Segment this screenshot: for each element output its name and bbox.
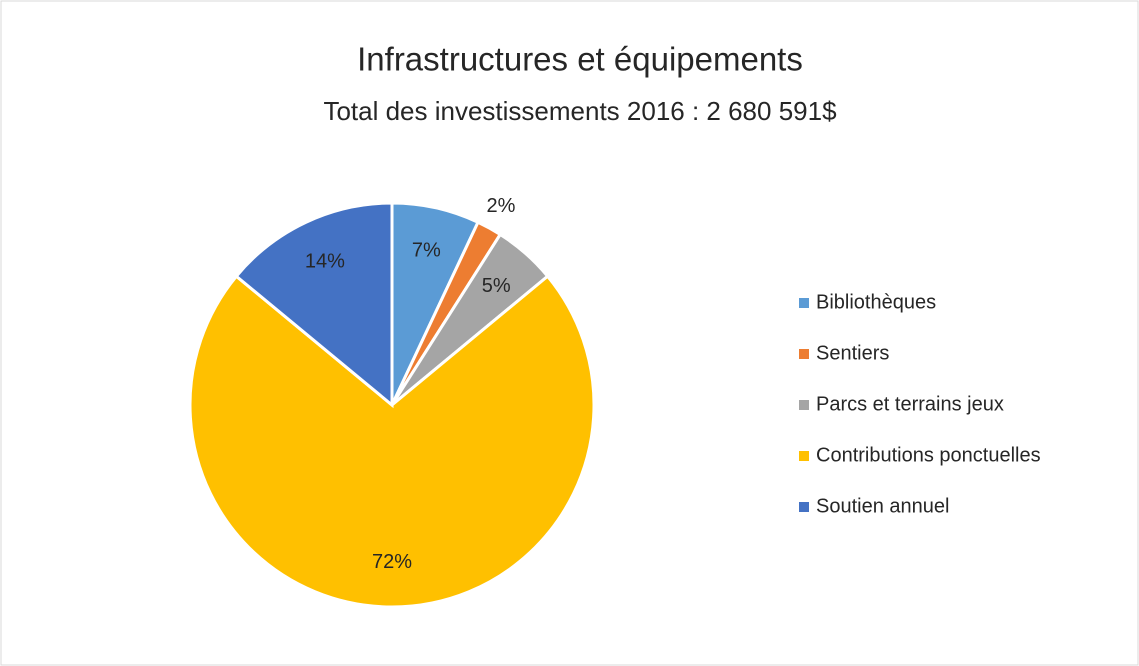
data-label: 7% — [412, 240, 441, 262]
legend-label: Contributions ponctuelles — [816, 444, 1041, 466]
legend-label: Sentiers — [816, 342, 889, 364]
legend-swatch — [799, 502, 809, 512]
data-label: 72% — [372, 551, 412, 573]
chart-subtitle: Total des investissements 2016 : 2 680 5… — [323, 96, 837, 126]
legend-swatch — [799, 400, 809, 410]
data-label: 5% — [482, 275, 511, 297]
legend-label: Bibliothèques — [816, 291, 936, 313]
legend-swatch — [799, 451, 809, 461]
pie-slice — [234, 201, 394, 409]
pie-slice — [188, 274, 596, 609]
legend-swatch — [799, 298, 809, 308]
legend-label: Soutien annuel — [816, 495, 949, 517]
data-label: 2% — [487, 195, 516, 217]
data-label: 14% — [305, 251, 345, 273]
legend-label: Parcs et terrains jeux — [816, 393, 1004, 415]
chart-title: Infrastructures et équipements — [357, 41, 803, 78]
legend-swatch — [799, 349, 809, 359]
